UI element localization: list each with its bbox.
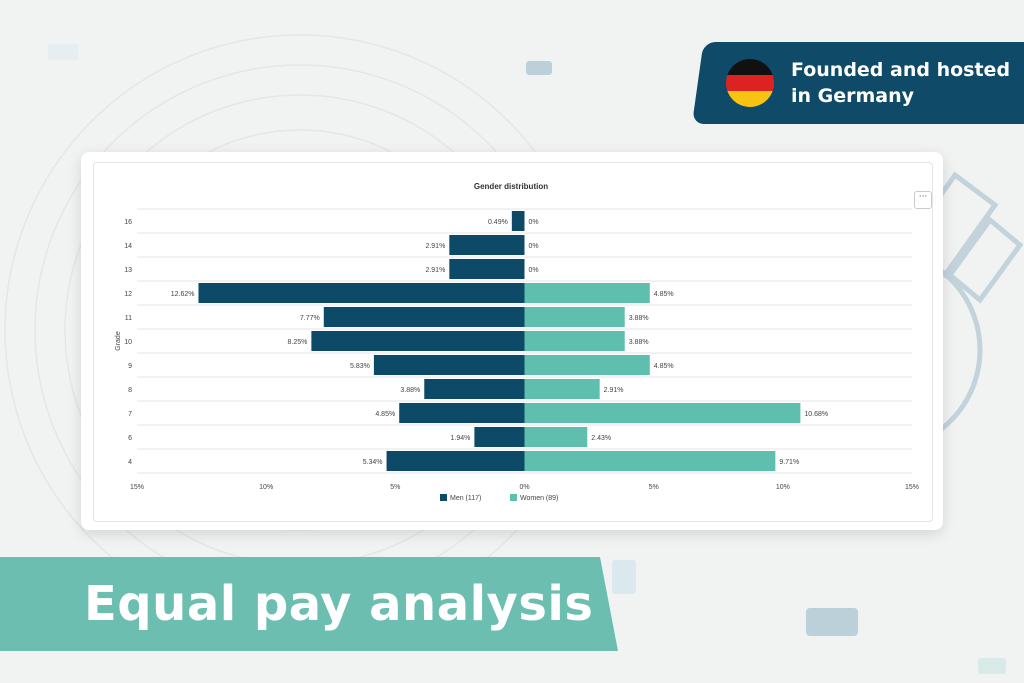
y-tick-label: 10: [124, 339, 132, 346]
x-tick-label: 15%: [130, 484, 144, 491]
data-label-men: 2.91%: [425, 267, 445, 274]
bar-men: [386, 451, 525, 471]
bar-women: [524, 355, 650, 375]
y-tick-label: 11: [125, 315, 132, 322]
y-tick-label: 6: [128, 435, 132, 442]
bar-men: [198, 283, 525, 303]
y-tick-label: 7: [128, 411, 132, 418]
data-label-women: 3.88%: [629, 339, 649, 346]
x-tick-label: 10%: [259, 484, 273, 491]
data-label-women: 2.91%: [604, 387, 624, 394]
chart-panel: ···: [93, 162, 933, 522]
germany-badge: Founded and hosted in Germany: [726, 57, 1010, 109]
y-tick-label: 13: [124, 267, 132, 274]
bar-women: [524, 427, 588, 447]
y-tick-label: 9: [128, 363, 132, 370]
data-label-men: 12.62%: [171, 291, 195, 298]
data-label-women: 0%: [529, 219, 539, 226]
bar-men: [474, 427, 525, 447]
x-tick-label: 15%: [905, 484, 919, 491]
x-tick-label: 0%: [519, 484, 529, 491]
badge-line-2: in Germany: [791, 85, 915, 107]
data-label-men: 1.94%: [451, 435, 471, 442]
data-label-women: 4.85%: [654, 291, 674, 298]
bar-men: [424, 379, 525, 399]
title-banner: [0, 557, 618, 651]
data-label-women: 3.88%: [629, 315, 649, 322]
bar-men: [449, 235, 525, 255]
y-tick-label: 16: [124, 219, 132, 226]
more-options-button[interactable]: ···: [914, 191, 932, 209]
bar-men: [373, 355, 525, 375]
bar-women: [524, 331, 625, 351]
legend-swatch-women: [510, 494, 517, 501]
data-label-men: 8.25%: [288, 339, 308, 346]
legend-label-men: Men (117): [450, 495, 481, 502]
badge-line-1: Founded and hosted: [791, 59, 1011, 81]
data-label-men: 3.88%: [400, 387, 420, 394]
x-tick-label: 5%: [649, 484, 659, 491]
banner-title: Equal pay analysis: [84, 576, 594, 632]
y-tick-label: 12: [124, 291, 132, 298]
chart-title: Gender distribution: [474, 182, 548, 191]
data-label-men: 0.49%: [488, 219, 508, 226]
data-label-women: 2.43%: [591, 435, 611, 442]
bar-men: [449, 259, 525, 279]
bar-men: [311, 331, 525, 351]
data-label-men: 7.77%: [300, 315, 320, 322]
data-label-men: 5.83%: [350, 363, 370, 370]
germany-flag-icon: [726, 59, 774, 107]
x-tick-label: 10%: [776, 484, 790, 491]
y-tick-label: 14: [124, 243, 132, 250]
y-tick-label: 4: [128, 459, 132, 466]
data-label-women: 9.71%: [779, 459, 799, 466]
x-tick-label: 5%: [390, 484, 400, 491]
data-label-men: 4.85%: [375, 411, 395, 418]
y-tick-label: 8: [128, 387, 132, 394]
legend-label-women: Women (89): [520, 495, 558, 502]
gender-distribution-chart: Gender distribution 16 0.49% 0% 14 2.91% 0% 13 2…: [115, 182, 919, 502]
bar-women: [524, 403, 801, 423]
data-label-men: 2.91%: [425, 243, 445, 250]
legend-swatch-men: [440, 494, 447, 501]
bar-men: [323, 307, 525, 327]
data-label-women: 4.85%: [654, 363, 674, 370]
data-label-women: 0%: [529, 267, 539, 274]
bar-men: [399, 403, 525, 423]
data-label-men: 5.34%: [363, 459, 383, 466]
bar-women: [524, 307, 625, 327]
y-axis-label: Grade: [115, 331, 122, 351]
data-label-women: 0%: [529, 243, 539, 250]
bar-men: [511, 211, 525, 231]
bar-women: [524, 283, 650, 303]
data-label-women: 10.68%: [804, 411, 828, 418]
bar-women: [524, 451, 776, 471]
bar-women: [524, 379, 600, 399]
